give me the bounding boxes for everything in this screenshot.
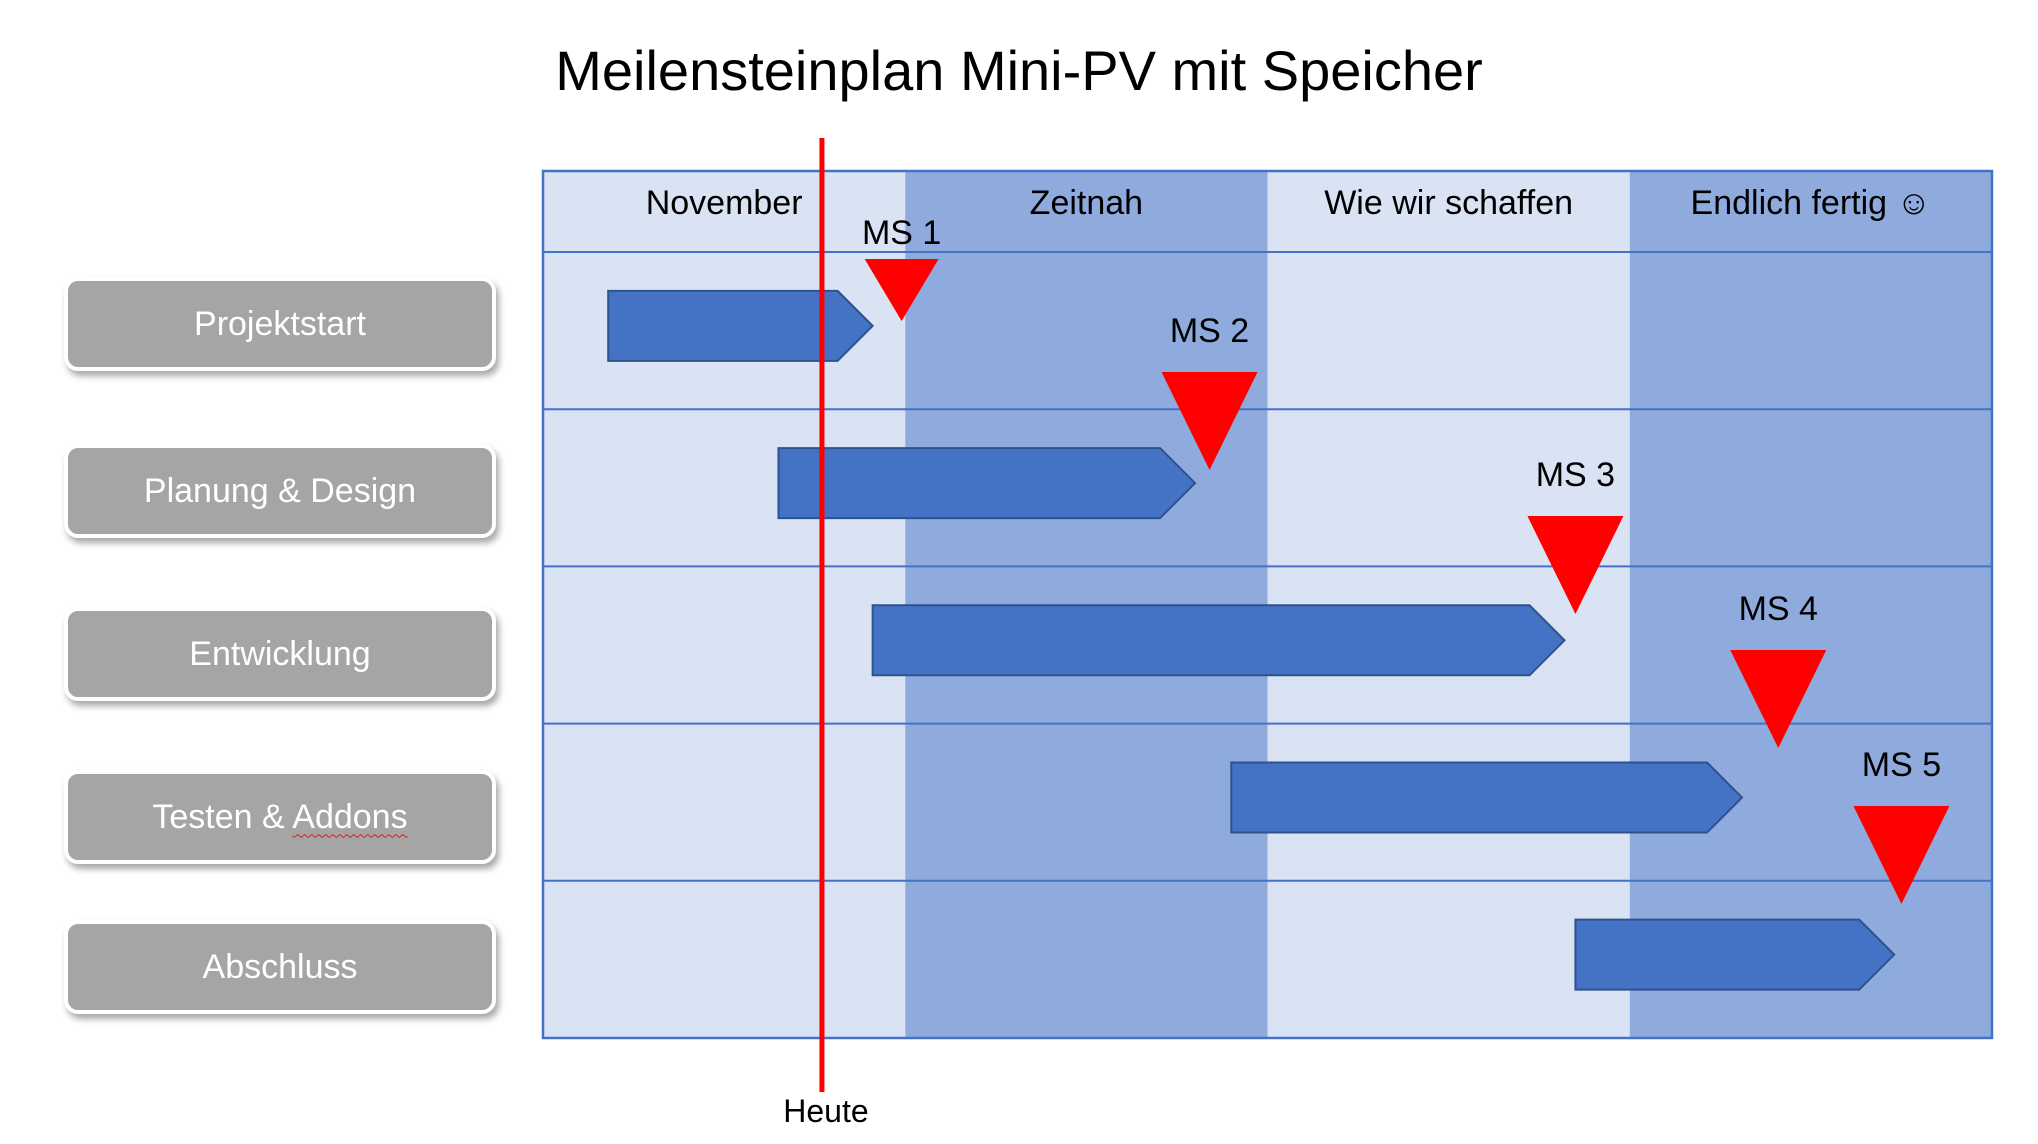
column-header-3: Wie wir schaffen — [1324, 184, 1573, 222]
milestone-marker-2 — [1161, 372, 1258, 470]
task-bar-1 — [607, 289, 875, 362]
chart-border — [541, 169, 1994, 1040]
milestone-label-1: MS 1 — [862, 214, 941, 252]
column-header-4: Endlich fertig ☺ — [1691, 184, 1932, 222]
column-header-1: November — [646, 184, 803, 222]
milestone-label-4: MS 4 — [1739, 590, 1818, 628]
task-bar-3 — [871, 604, 1566, 677]
milestone-marker-4 — [1730, 650, 1827, 748]
milestone-label-5: MS 5 — [1862, 746, 1941, 784]
task-bar-5 — [1574, 918, 1896, 991]
column-header-2: Zeitnah — [1030, 184, 1143, 222]
milestone-label-3: MS 3 — [1536, 456, 1615, 494]
milestone-marker-1 — [864, 259, 939, 321]
milestone-marker-3 — [1527, 516, 1624, 614]
milestone-label-2: MS 2 — [1170, 312, 1249, 350]
page-title: Meilensteinplan Mini-PV mit Speicher — [555, 39, 1483, 102]
today-label: Heute — [783, 1093, 868, 1129]
milestone-marker-5 — [1853, 806, 1950, 904]
column-background-4 — [1629, 171, 1992, 1038]
task-bar-4 — [1230, 761, 1744, 834]
task-bar-2 — [777, 447, 1197, 520]
